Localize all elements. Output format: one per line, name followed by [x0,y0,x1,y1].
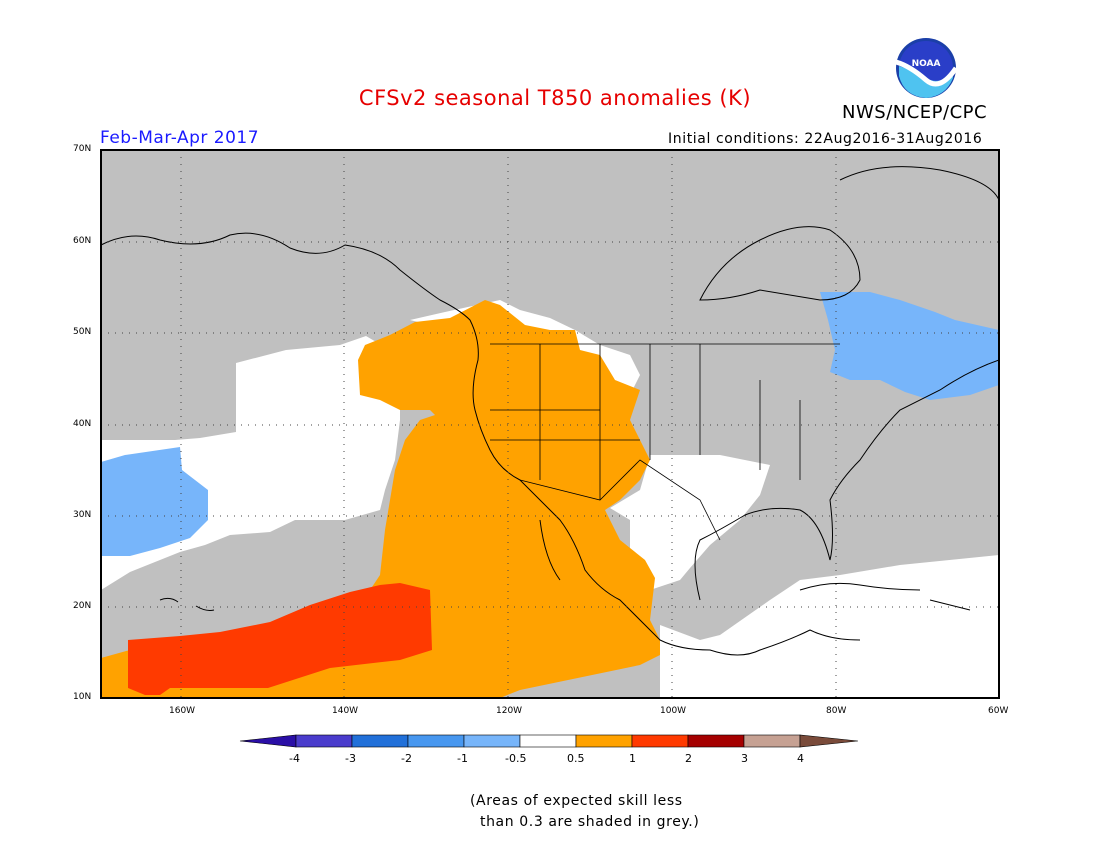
white-region-caribbean [660,555,999,698]
colorbar-label: -4 [289,752,300,765]
colorbar-label: -1 [457,752,468,765]
colorbar-bin [463,734,521,748]
colorbar-arrow-left [239,734,297,748]
colorbar-label: 4 [797,752,804,765]
colorbar-bin [295,734,353,748]
colorbar [239,734,859,748]
colorbar-bin [519,734,577,748]
lat-label: 60N [73,236,92,246]
colorbar-bin [687,734,745,748]
lat-label: 70N [73,144,92,154]
lat-label: 50N [73,327,92,337]
colorbar-label: -0.5 [505,752,527,765]
blue-region-northeast [820,292,999,400]
noaa-logo-text: NOAA [912,59,941,69]
lon-label: 120W [496,706,523,716]
colorbar-label: -3 [345,752,356,765]
lon-label: 60W [988,706,1009,716]
noaa-logo: NOAA [895,38,959,98]
colorbar-label: 2 [685,752,692,765]
footnote-line-2: than 0.3 are shaded in grey.) [480,814,700,830]
colorbar-label: 1 [629,752,636,765]
colorbar-label: 0.5 [567,752,585,765]
colorbar-label: 3 [741,752,748,765]
initial-conditions-label: Initial conditions: 22Aug2016-31Aug2016 [668,131,983,147]
lon-label: 80W [826,706,847,716]
orange-region-pacific-west [101,300,660,698]
lat-label: 20N [73,601,92,611]
colorbar-bin [575,734,633,748]
colorbar-bin [407,734,465,748]
colorbar-bin [351,734,409,748]
graticule [101,150,999,698]
colorbar-label: -2 [401,752,412,765]
organization-label: NWS/NCEP/CPC [842,102,988,123]
red-region-subtropical-pacific [128,583,432,695]
colorbar-arrow-right [799,734,859,748]
lat-label: 40N [73,419,92,429]
colorbar-bin [631,734,689,748]
lon-label: 140W [332,706,359,716]
lat-label: 10N [73,692,92,702]
anomaly-field [101,150,999,698]
lat-label: 30N [73,510,92,520]
lon-label: 100W [660,706,687,716]
map-title: CFSv2 seasonal T850 anomalies (K) [358,86,752,110]
white-region-gulf-mexico [610,455,770,600]
season-label: Feb-Mar-Apr 2017 [100,128,260,148]
lon-label: 160W [169,706,196,716]
footnote-line-1: (Areas of expected skill less [470,793,683,809]
colorbar-bin [743,734,801,748]
map-frame [100,149,1000,699]
footnote: (Areas of expected skill less than 0.3 a… [470,791,699,833]
